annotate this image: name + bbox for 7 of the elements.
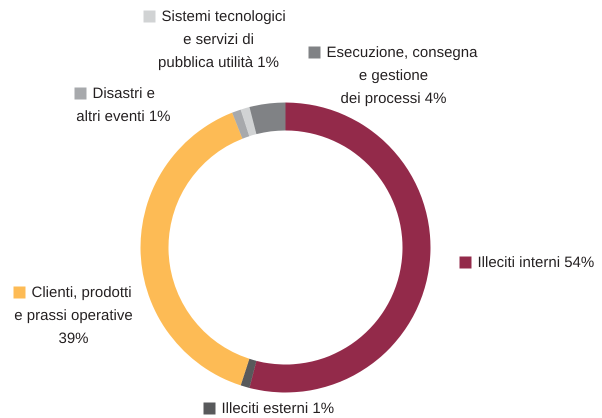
legend-label: Illeciti interni 54%	[478, 254, 594, 271]
legend-label: Esecuzione, consegna e gestione dei processi 4%	[326, 44, 478, 107]
legend-label: Clienti, prodotti e prassi operative	[14, 284, 133, 324]
data-label: 39%	[58, 330, 89, 347]
legend-label: Illeciti esterni 1%	[222, 400, 334, 417]
legend-label: Sistemi tecnologici e servizi di pubblica utilità 1%	[158, 8, 286, 71]
legend-label: Disastri e altri eventi 1%	[76, 85, 171, 125]
